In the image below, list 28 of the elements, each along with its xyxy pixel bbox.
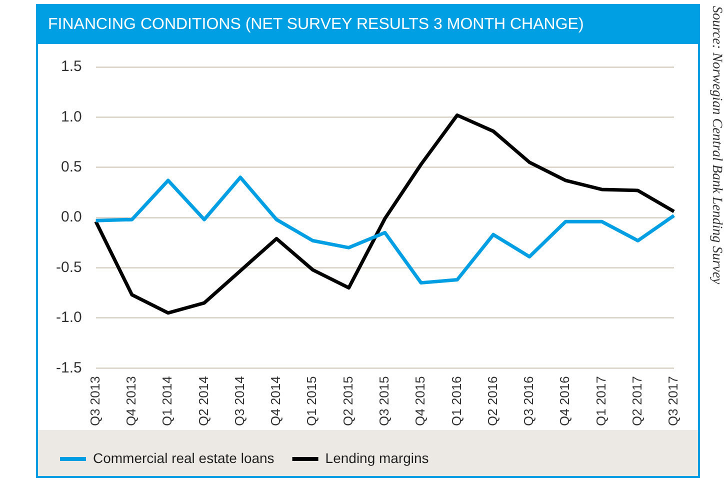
x-tick-label: Q4 2013 bbox=[124, 376, 139, 426]
x-tick-label: Q3 2016 bbox=[521, 376, 536, 426]
y-tick-label: -1.0 bbox=[56, 309, 82, 326]
y-tick-label: 0.5 bbox=[60, 158, 82, 176]
y-tick-label: 1.0 bbox=[60, 108, 82, 126]
x-tick-label: Q4 2014 bbox=[268, 376, 284, 426]
legend-label: Commercial real estate loans bbox=[93, 450, 274, 466]
x-tick-label: Q3 2017 bbox=[666, 376, 681, 426]
y-tick-label: -0.5 bbox=[56, 258, 82, 276]
y-tick-label: 0.0 bbox=[60, 208, 82, 226]
chart-title: FINANCING CONDITIONS (NET SURVEY RESULTS 3 MONTH CHANGE) bbox=[38, 6, 698, 44]
x-tick-label: Q1 2016 bbox=[448, 376, 464, 426]
y-tick-label: 1.5 bbox=[60, 58, 82, 76]
x-tick-label: Q2 2015 bbox=[340, 376, 356, 426]
x-tick-label: Q4 2016 bbox=[557, 376, 572, 426]
x-tick-label: Q2 2014 bbox=[196, 376, 211, 426]
x-tick-label: Q3 2015 bbox=[376, 376, 392, 426]
x-tick-label: Q4 2015 bbox=[412, 376, 428, 426]
x-tick-label: Q1 2017 bbox=[593, 376, 608, 426]
x-tick-label: Q1 2015 bbox=[304, 376, 320, 426]
y-tick-label: -1.5 bbox=[56, 359, 82, 376]
source-note: Source: Norwegian Central Bank Lending Survey bbox=[708, 6, 724, 284]
x-tick-label: Q2 2016 bbox=[484, 376, 500, 426]
x-tick-label: Q3 2013 bbox=[87, 376, 102, 426]
x-tick-label: Q3 2014 bbox=[232, 376, 247, 426]
legend-label: Lending margins bbox=[325, 450, 429, 466]
x-tick-label: Q2 2017 bbox=[629, 376, 644, 426]
x-tick-label: Q1 2014 bbox=[160, 376, 175, 426]
